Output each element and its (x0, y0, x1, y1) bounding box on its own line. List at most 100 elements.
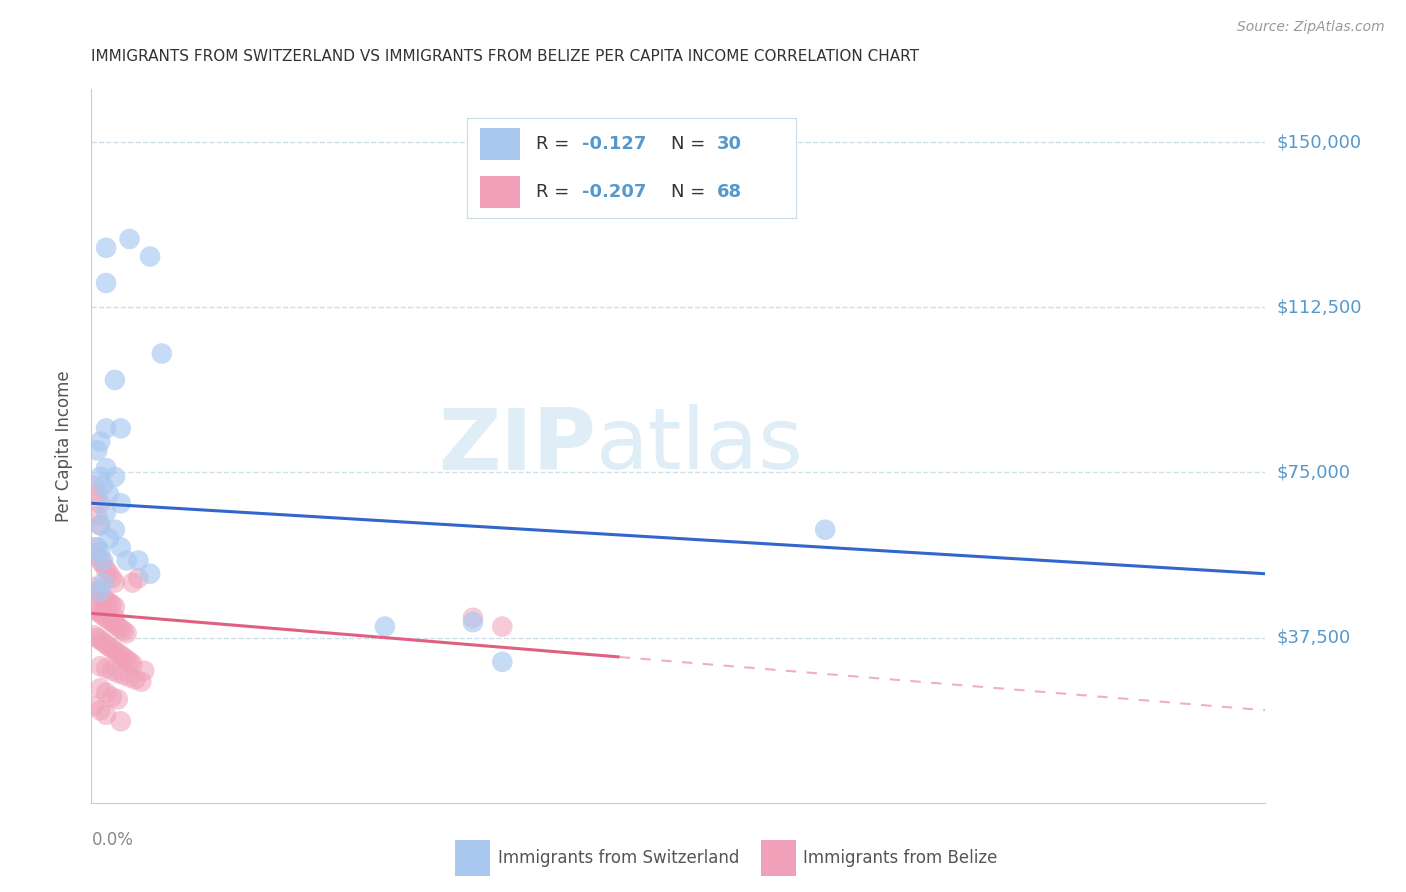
Point (86, 604, 108, 618)
Point (94, 661, 117, 675)
Point (115, 653, 138, 667)
Text: Immigrants from Switzerland: Immigrants from Switzerland (498, 849, 740, 867)
Point (115, 553, 138, 567)
Point (83, 602, 105, 616)
Point (98, 640, 121, 654)
Point (104, 617, 127, 632)
Text: IMMIGRANTS FROM SWITZERLAND VS IMMIGRANTS FROM BELIZE PER CAPITA INCOME CORRELAT: IMMIGRANTS FROM SWITZERLAND VS IMMIGRANT… (91, 49, 920, 64)
Point (91, 608, 114, 623)
Point (118, 655, 141, 669)
Text: N =: N = (671, 135, 711, 153)
Point (89, 632, 111, 647)
Text: ZIP: ZIP (439, 404, 596, 488)
Point (104, 611, 127, 625)
Point (104, 599, 127, 614)
Point (112, 650, 135, 665)
Point (86, 443, 108, 458)
Text: 0.0%: 0.0% (91, 831, 134, 849)
Point (86, 509, 108, 524)
Point (89, 553, 111, 567)
Point (89, 681, 111, 696)
Point (94, 686, 117, 700)
Point (89, 703, 111, 717)
Point (98, 613, 121, 627)
Point (461, 615, 484, 630)
Point (115, 626, 138, 640)
Point (89, 589, 111, 603)
Text: R =: R = (536, 135, 575, 153)
Point (104, 470, 127, 484)
Point (107, 665, 129, 680)
Point (107, 619, 129, 633)
Point (98, 532, 121, 546)
Point (89, 607, 111, 621)
Point (104, 575, 127, 590)
Point (94, 593, 117, 607)
Point (104, 523, 127, 537)
Point (110, 622, 132, 636)
Point (91, 558, 114, 572)
Point (83, 698, 105, 713)
Point (86, 584, 108, 599)
Point (94, 461, 117, 475)
Point (134, 664, 156, 678)
Point (104, 644, 127, 658)
Point (491, 655, 513, 669)
Point (121, 575, 143, 590)
Text: 30: 30 (717, 135, 742, 153)
Point (86, 541, 108, 555)
Point (94, 562, 117, 576)
Point (107, 646, 129, 660)
Point (101, 571, 124, 585)
Point (91, 478, 114, 492)
Text: 68: 68 (717, 183, 742, 201)
Text: $37,500: $37,500 (1277, 629, 1351, 647)
Y-axis label: Per Capita Income: Per Capita Income (55, 370, 73, 522)
Point (110, 421, 132, 435)
Point (91, 553, 114, 567)
Point (139, 566, 162, 581)
Text: Source: ZipAtlas.com: Source: ZipAtlas.com (1237, 20, 1385, 34)
Point (94, 241, 117, 255)
Point (101, 690, 124, 704)
Point (83, 628, 105, 642)
Text: -0.127: -0.127 (582, 135, 647, 153)
Point (89, 659, 111, 673)
Point (121, 657, 143, 671)
Point (814, 523, 837, 537)
Point (127, 571, 149, 585)
Point (139, 250, 162, 264)
Point (86, 549, 108, 563)
Point (83, 580, 105, 594)
Point (89, 434, 111, 449)
Point (110, 714, 132, 729)
Point (129, 674, 152, 689)
Point (89, 584, 111, 599)
Text: -0.207: -0.207 (582, 183, 647, 201)
Point (94, 707, 117, 722)
Point (89, 518, 111, 533)
Text: $75,000: $75,000 (1277, 464, 1351, 482)
Point (112, 668, 135, 682)
Point (101, 664, 124, 678)
Point (91, 575, 114, 590)
Point (491, 619, 513, 633)
Point (461, 611, 484, 625)
Text: R =: R = (536, 183, 575, 201)
Point (112, 624, 135, 638)
Point (94, 276, 117, 290)
Point (101, 641, 124, 656)
Point (127, 553, 149, 567)
Point (107, 692, 129, 706)
Text: atlas: atlas (596, 404, 804, 488)
Bar (481, 176, 520, 208)
Text: $112,500: $112,500 (1277, 298, 1362, 317)
Point (94, 505, 117, 519)
Point (89, 470, 111, 484)
Point (98, 595, 121, 609)
Point (94, 611, 117, 625)
Bar (481, 128, 520, 160)
Point (101, 615, 124, 630)
Text: $150,000: $150,000 (1277, 133, 1361, 151)
Point (101, 598, 124, 612)
